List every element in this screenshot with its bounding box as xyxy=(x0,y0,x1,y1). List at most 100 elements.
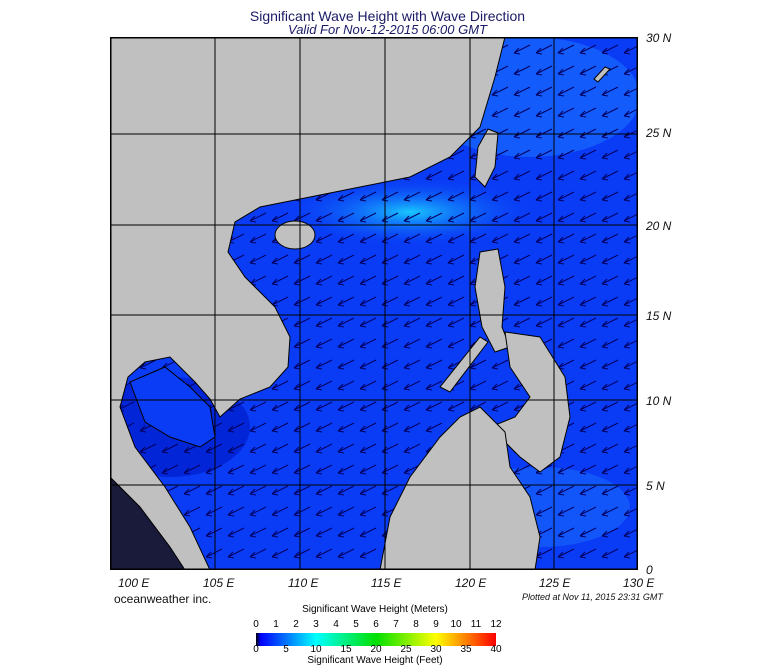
wave-arrow xyxy=(205,443,223,454)
wave-arrow xyxy=(271,443,289,454)
wave-arrow xyxy=(183,506,201,517)
wave-arrow xyxy=(337,254,355,265)
map-subtitle: Valid For Nov-12-2015 06:00 GMT xyxy=(288,22,487,37)
wave-arrow xyxy=(425,170,443,181)
wave-arrow xyxy=(579,254,597,265)
wave-arrow xyxy=(557,506,575,517)
wave-arrow xyxy=(447,233,465,244)
wave-arrow xyxy=(425,275,443,286)
wave-arrow xyxy=(403,359,421,370)
wave-arrow xyxy=(315,317,333,328)
wave-arrow xyxy=(557,527,575,538)
wave-arrow xyxy=(425,191,443,202)
wave-arrow xyxy=(557,191,575,202)
wave-arrow xyxy=(447,317,465,328)
wave-arrow xyxy=(315,380,333,391)
wave-arrow xyxy=(557,464,575,475)
feet-tick: 20 xyxy=(370,644,382,655)
wave-arrow xyxy=(315,422,333,433)
wave-arrow xyxy=(249,443,267,454)
wave-arrow xyxy=(337,275,355,286)
wave-arrow xyxy=(579,317,597,328)
wave-arrow xyxy=(601,86,619,97)
wave-arrow xyxy=(337,548,355,559)
wave-arrow xyxy=(293,254,311,265)
wave-arrow xyxy=(601,317,619,328)
wave-arrow xyxy=(205,527,223,538)
meters-tick: 6 xyxy=(373,619,379,630)
asia-mainland xyxy=(110,37,506,570)
feet-tick: 10 xyxy=(310,644,322,655)
wave-arrow xyxy=(403,275,421,286)
wave-arrow xyxy=(139,443,157,454)
wave-arrow xyxy=(557,275,575,286)
wave-arrow xyxy=(315,443,333,454)
wave-arrow xyxy=(315,485,333,496)
map-title: Significant Wave Height with Wave Direct… xyxy=(249,8,526,24)
meters-tick: 1 xyxy=(273,619,279,630)
ryukyu-islands xyxy=(593,66,611,83)
wave-arrow xyxy=(359,401,377,412)
wave-arrow xyxy=(403,338,421,349)
wave-arrow xyxy=(579,506,597,517)
wave-arrow xyxy=(557,86,575,97)
wave-arrow xyxy=(557,296,575,307)
wave-arrow xyxy=(293,443,311,454)
wave-arrow xyxy=(579,338,597,349)
wave-arrow xyxy=(315,548,333,559)
wave-arrow xyxy=(227,527,245,538)
wave-arrow xyxy=(557,233,575,244)
wave-arrow xyxy=(403,296,421,307)
wave-arrow xyxy=(425,233,443,244)
wave-arrow xyxy=(535,296,553,307)
wave-arrow xyxy=(579,86,597,97)
meters-tick: 3 xyxy=(313,619,319,630)
wave-arrow xyxy=(579,359,597,370)
wave-arrow xyxy=(557,254,575,265)
wave-arrow xyxy=(315,275,333,286)
palawan-island xyxy=(439,336,489,393)
wave-arrow xyxy=(271,275,289,286)
wave-arrow xyxy=(293,380,311,391)
credit-text: oceanweather inc. xyxy=(114,592,212,606)
lat-label: 15 N xyxy=(646,309,672,323)
wave-arrow xyxy=(293,527,311,538)
meters-tick: 0 xyxy=(253,619,259,630)
meters-tick: 10 xyxy=(450,619,462,630)
wave-arrow xyxy=(249,422,267,433)
lon-label: 100 E xyxy=(118,576,150,590)
wave-arrow xyxy=(337,191,355,202)
wave-arrow xyxy=(601,359,619,370)
meters-tick: 11 xyxy=(471,619,482,630)
wave-arrow xyxy=(161,443,179,454)
wave-arrow xyxy=(249,506,267,517)
wave-arrow xyxy=(447,254,465,265)
wave-arrow xyxy=(579,65,597,76)
wave-arrow xyxy=(535,275,553,286)
wave-arrow xyxy=(579,233,597,244)
wave-arrow xyxy=(293,464,311,475)
wave-arrow xyxy=(205,548,223,559)
wave-arrow xyxy=(359,275,377,286)
wave-arrow xyxy=(601,485,619,496)
wave-arrow xyxy=(359,527,377,538)
wave-arrow xyxy=(425,254,443,265)
wave-arrow xyxy=(293,338,311,349)
wave-arrow xyxy=(249,254,267,265)
wave-arrow xyxy=(579,401,597,412)
wave-arrow xyxy=(315,464,333,475)
wave-arrow xyxy=(359,485,377,496)
wave-arrow xyxy=(579,275,597,286)
wave-arrow xyxy=(579,527,597,538)
wave-arrow xyxy=(447,212,465,223)
wave-arrow xyxy=(601,401,619,412)
wave-arrow xyxy=(359,212,377,223)
wave-arrow xyxy=(205,464,223,475)
wave-arrow xyxy=(337,464,355,475)
wave-arrow xyxy=(579,443,597,454)
wave-arrow xyxy=(315,296,333,307)
wave-arrow xyxy=(249,401,267,412)
wave-arrow xyxy=(513,296,531,307)
wave-arrow xyxy=(447,191,465,202)
wave-arrow xyxy=(293,317,311,328)
